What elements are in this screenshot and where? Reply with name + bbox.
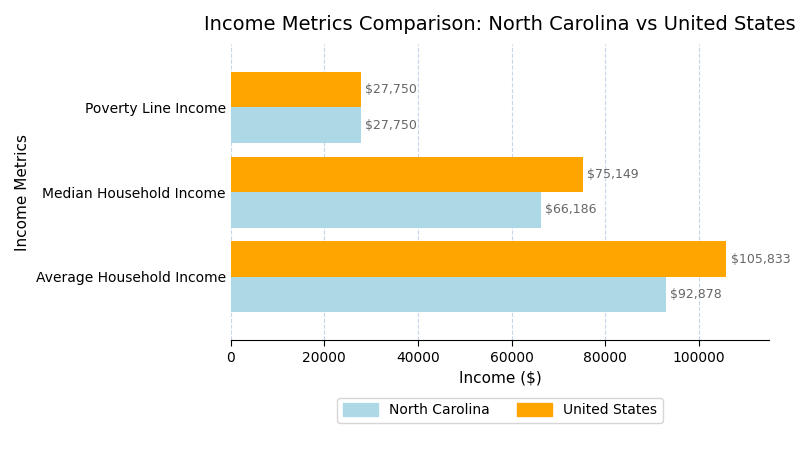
Title: Income Metrics Comparison: North Carolina vs United States: Income Metrics Comparison: North Carolin… [204,15,796,34]
Bar [230,277,666,313]
Y-axis label: Income Metrics: Income Metrics [15,134,30,251]
X-axis label: Income ($): Income ($) [458,370,542,385]
Text: $27,750: $27,750 [366,119,417,131]
Text: $92,878: $92,878 [670,288,722,301]
Legend: North Carolina, United States: North Carolina, United States [338,398,662,423]
Bar [230,157,582,192]
Bar [230,241,726,277]
Text: $105,833: $105,833 [731,253,790,265]
Text: $66,186: $66,186 [546,203,597,217]
Bar [230,72,361,107]
Bar [230,107,361,143]
Bar [230,192,541,228]
Text: $75,149: $75,149 [587,168,639,181]
Text: $27,750: $27,750 [366,83,417,96]
